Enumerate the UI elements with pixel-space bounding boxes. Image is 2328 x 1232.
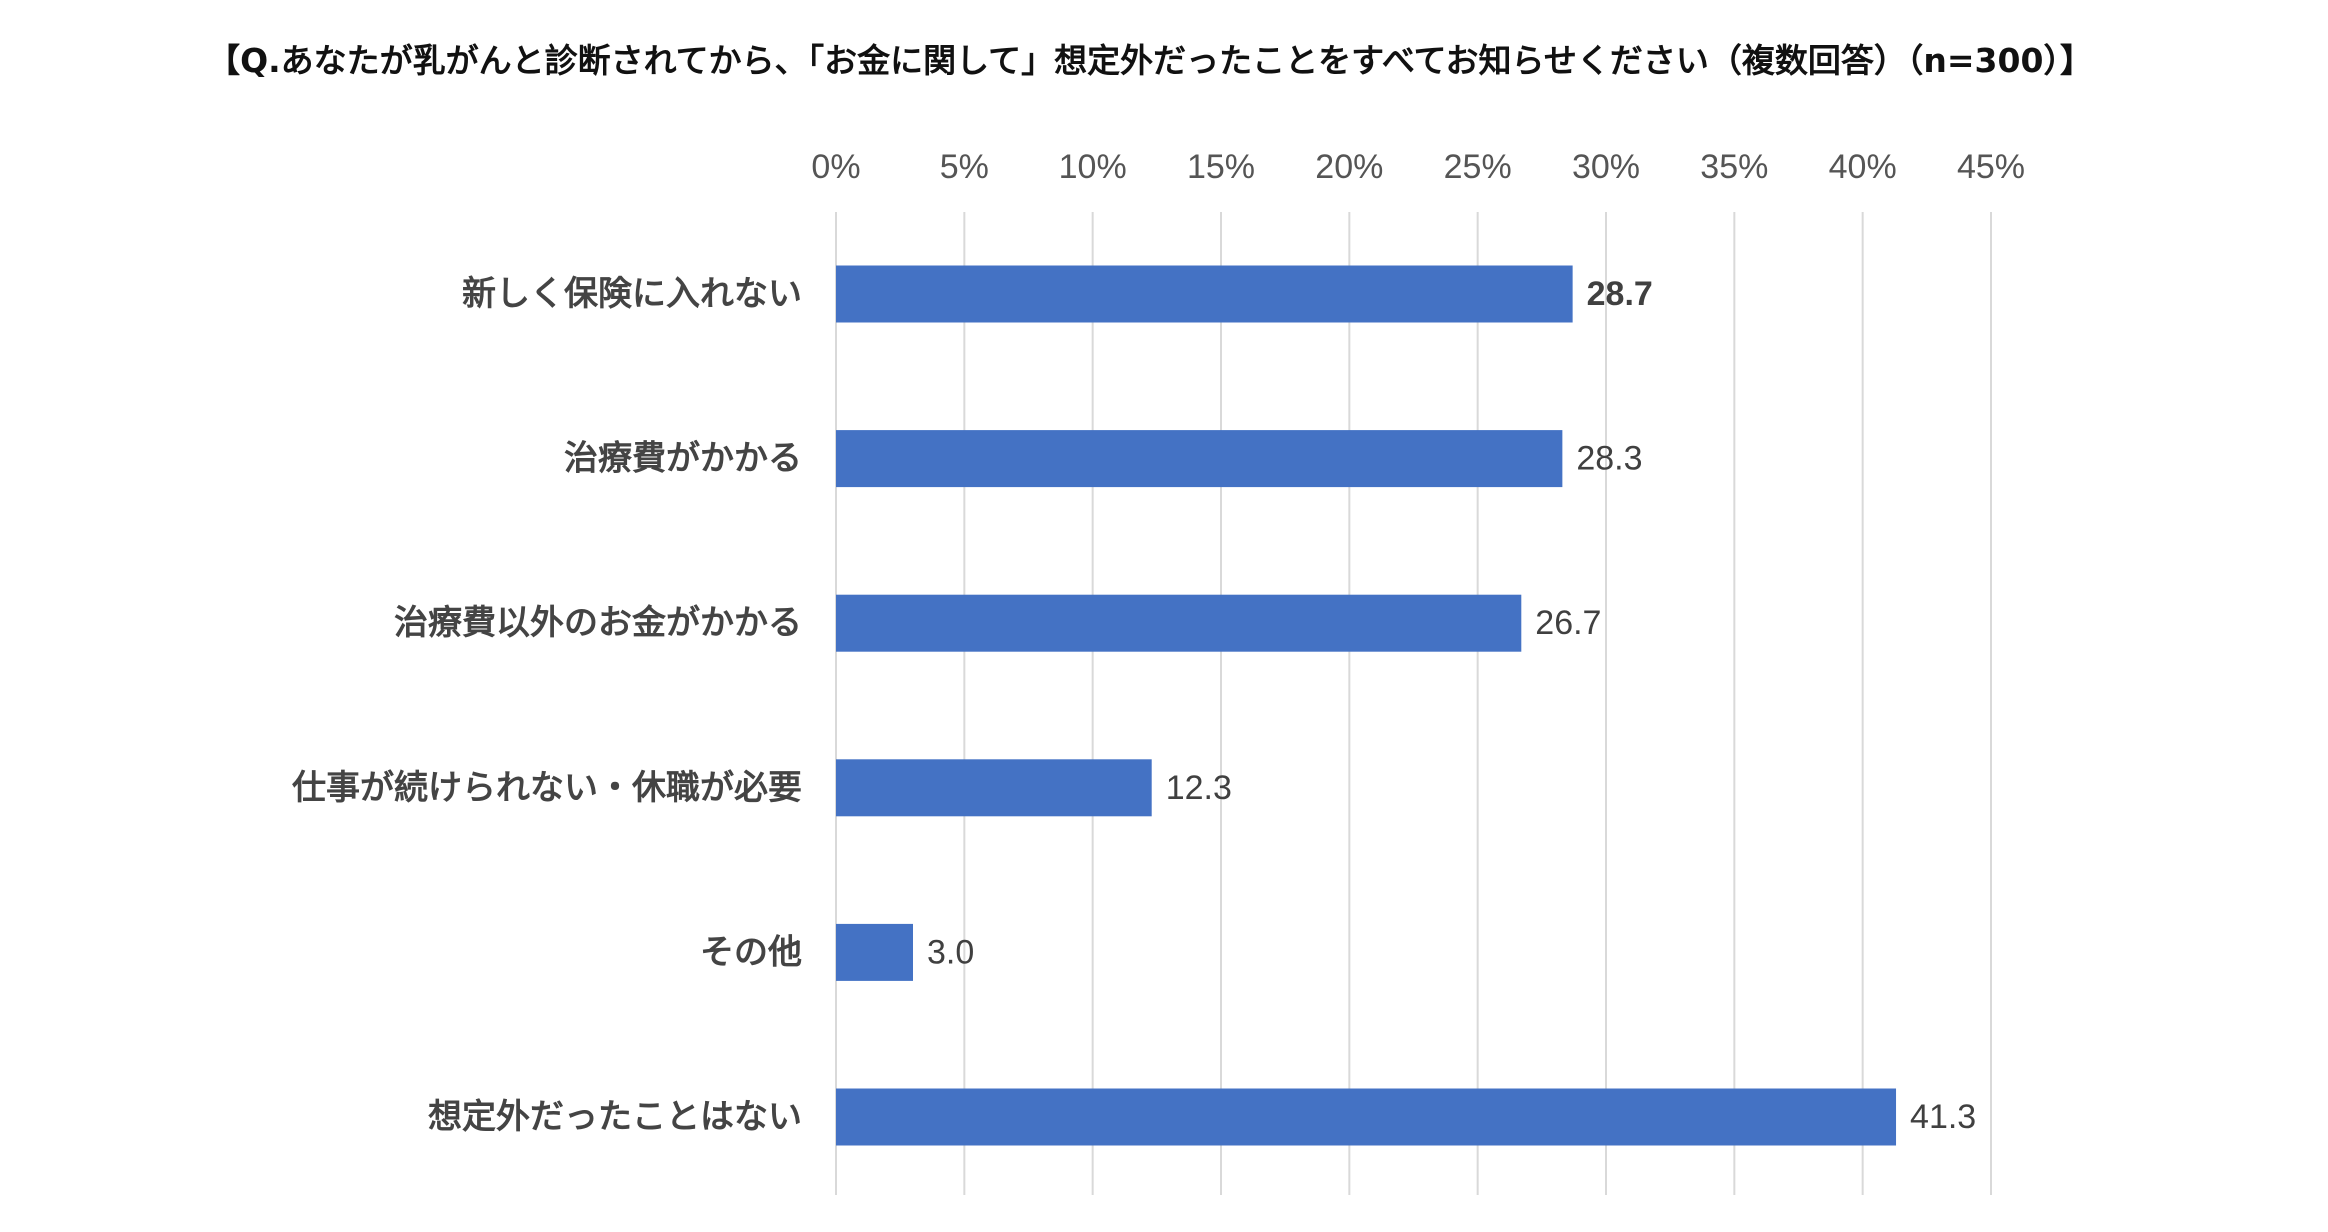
- category-label: 治療費がかかる: [564, 439, 802, 479]
- category-label: その他: [700, 932, 802, 972]
- value-labels: 28.7 28.3 26.7 12.3 3.0 41.3: [927, 275, 1976, 1136]
- x-tick-label: 15%: [1187, 148, 1255, 186]
- bars: [836, 265, 1897, 1146]
- bar: [836, 759, 1152, 817]
- x-tick-label: 25%: [1444, 148, 1512, 186]
- bar: [836, 1088, 1897, 1146]
- category-label: 想定外だったことはない: [428, 1097, 802, 1137]
- data-label: 12.3: [1166, 769, 1232, 807]
- bar: [836, 430, 1563, 488]
- x-tick-label: 30%: [1572, 148, 1640, 186]
- category-label: 治療費以外のお金がかかる: [394, 603, 802, 643]
- data-label: 28.3: [1576, 440, 1642, 478]
- data-label: 3.0: [927, 933, 974, 971]
- x-tick-label: 5%: [940, 148, 989, 186]
- x-tick-label: 0%: [811, 148, 860, 186]
- bar: [836, 594, 1522, 652]
- x-tick-label: 10%: [1059, 148, 1127, 186]
- x-tick-label: 40%: [1829, 148, 1897, 186]
- category-label: 仕事が続けられない・休職が必要: [292, 768, 802, 808]
- x-tick-label: 20%: [1315, 148, 1383, 186]
- gridlines: [835, 212, 1992, 1195]
- data-label: 26.7: [1535, 604, 1601, 642]
- chart-title: 【Q.あなたが乳がんと診断されてから、「お金に関して」想定外だったことをすべてお…: [207, 41, 2093, 80]
- category-label: 新しく保険に入れない: [462, 274, 802, 314]
- data-label: 41.3: [1910, 1098, 1976, 1136]
- data-label: 28.7: [1587, 275, 1653, 313]
- bar: [836, 265, 1573, 323]
- category-labels: 新しく保険に入れない治療費がかかる治療費以外のお金がかかる仕事が続けられない・休…: [292, 274, 802, 1137]
- x-tick-label: 35%: [1700, 148, 1768, 186]
- bar: [836, 923, 913, 981]
- x-axis-ticks: 0% 5% 10% 15% 20% 25% 30% 35% 40% 45%: [811, 148, 2025, 186]
- x-tick-label: 45%: [1957, 148, 2025, 186]
